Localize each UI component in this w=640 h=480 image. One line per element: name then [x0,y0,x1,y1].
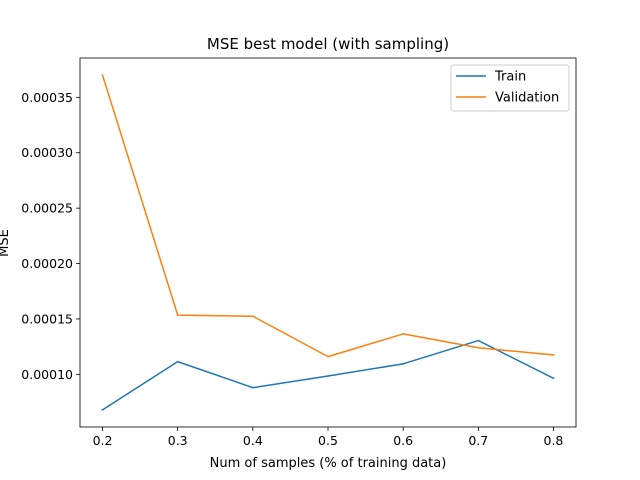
x-tick-label: 0.2 [93,433,113,448]
legend-label-train: Train [494,70,526,85]
data-point-validation [252,315,254,317]
data-point-train [252,386,254,389]
data-point-validation [477,346,480,349]
legend: Train Validation [450,64,570,112]
data-point-train [477,339,480,342]
x-tick-label: 0.7 [468,433,488,448]
y-tick-label: 0.00035 [21,90,73,105]
data-point-train [101,409,104,411]
y-tick-label: 0.00030 [21,145,73,160]
x-tick-label: 0.6 [393,433,413,448]
data-point-validation [327,355,329,358]
data-point-validation [176,314,179,316]
x-tick-label: 0.4 [243,433,263,448]
y-tick-label: 0.00015 [21,311,73,326]
x-axis: 0.2 0.3 0.4 0.5 0.6 0.7 0.8 [93,427,564,448]
x-tick-label: 0.3 [168,433,188,448]
y-tick-label: 0.00025 [21,201,73,216]
y-tick-label: 0.00020 [21,256,73,271]
plot-area [79,57,577,428]
y-axis: 0.00010 0.00015 0.00020 0.00025 0.00030 0.000… [21,90,80,382]
data-point-validation [101,74,104,76]
data-point-validation [402,333,404,335]
data-point-train [327,375,329,377]
x-axis-title: Num of samples (% of training data) [210,456,447,471]
x-tick-label: 0.8 [544,433,564,448]
plot-background [80,58,576,427]
data-point-train [552,377,555,380]
data-point-train [402,363,404,365]
data-point-train [176,360,179,363]
legend-label-validation: Validation [495,91,559,106]
series-layer [101,74,555,411]
y-axis-title: MSE [0,229,12,257]
data-point-validation [552,354,555,356]
chart-title: MSE best model (with sampling) [207,35,449,53]
x-tick-label: 0.5 [318,433,338,448]
y-tick-label: 0.00010 [21,367,73,382]
